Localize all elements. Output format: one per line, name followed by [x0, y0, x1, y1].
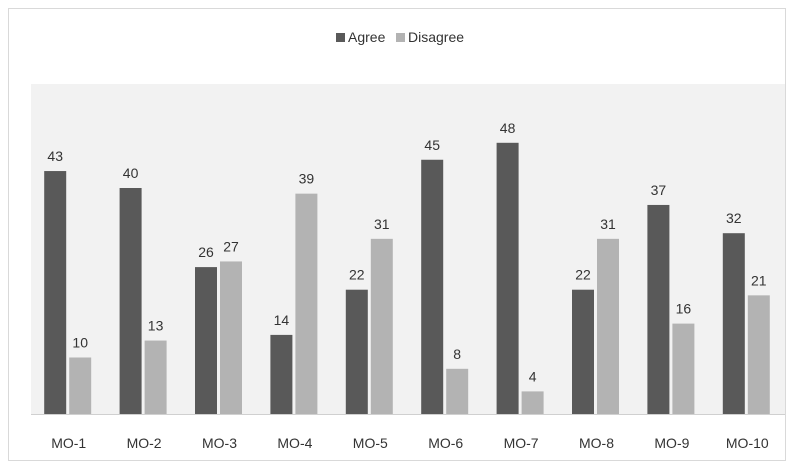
- category-label-mo-3: MO-3: [202, 435, 237, 451]
- bar-agree-mo-9: [647, 204, 670, 414]
- bar-disagree-mo-7: [521, 391, 544, 414]
- bar-disagree-mo-4: [295, 193, 318, 414]
- category-label-mo-9: MO-9: [654, 435, 689, 451]
- data-label-agree-mo-8: 22: [575, 267, 591, 283]
- legend-swatch-agree: [336, 33, 345, 42]
- data-label-disagree-mo-7: 4: [529, 368, 537, 384]
- bar-agree-mo-2: [119, 188, 142, 414]
- data-label-disagree-mo-2: 13: [148, 318, 164, 334]
- data-label-disagree-mo-5: 31: [374, 216, 390, 232]
- bar-disagree-mo-6: [446, 368, 469, 414]
- data-label-agree-mo-9: 37: [651, 182, 667, 198]
- data-label-agree-mo-4: 14: [274, 312, 290, 328]
- bar-agree-mo-5: [345, 289, 368, 414]
- data-label-agree-mo-1: 43: [47, 148, 63, 164]
- category-label-mo-6: MO-6: [428, 435, 463, 451]
- category-label-mo-8: MO-8: [579, 435, 614, 451]
- data-label-agree-mo-7: 48: [500, 120, 516, 136]
- bar-disagree-mo-1: [69, 357, 92, 414]
- data-label-disagree-mo-4: 39: [299, 171, 315, 187]
- data-label-disagree-mo-10: 21: [751, 272, 767, 288]
- category-label-mo-5: MO-5: [353, 435, 388, 451]
- bar-disagree-mo-3: [220, 261, 242, 414]
- data-label-disagree-mo-3: 27: [223, 238, 239, 254]
- data-label-disagree-mo-9: 16: [676, 301, 692, 317]
- bar-disagree-mo-9: [672, 323, 695, 414]
- category-label-mo-2: MO-2: [127, 435, 162, 451]
- bar-agree-mo-7: [496, 142, 519, 415]
- category-label-mo-10: MO-10: [726, 435, 769, 451]
- bar-agree-mo-10: [722, 233, 745, 414]
- data-label-agree-mo-3: 26: [198, 244, 214, 260]
- data-label-disagree-mo-1: 10: [72, 335, 88, 351]
- data-label-disagree-mo-8: 31: [600, 216, 616, 232]
- bar-disagree-mo-10: [747, 295, 770, 414]
- data-label-agree-mo-5: 22: [349, 267, 365, 283]
- bar-disagree-mo-2: [144, 340, 167, 414]
- bar-agree-mo-3: [195, 267, 217, 414]
- legend-swatch-disagree: [396, 33, 405, 42]
- bar-agree-mo-8: [572, 289, 594, 414]
- plot-area: [31, 84, 785, 414]
- category-label-mo-7: MO-7: [504, 435, 539, 451]
- legend-label-disagree: Disagree: [408, 29, 464, 45]
- bar-agree-mo-1: [44, 171, 67, 414]
- bar-disagree-mo-8: [597, 238, 619, 414]
- data-label-agree-mo-6: 45: [424, 137, 440, 153]
- bar-disagree-mo-5: [370, 238, 393, 414]
- bar-agree-mo-4: [270, 334, 293, 414]
- bar-agree-mo-6: [421, 159, 444, 414]
- category-label-mo-1: MO-1: [51, 435, 86, 451]
- category-label-mo-4: MO-4: [277, 435, 312, 451]
- data-label-agree-mo-2: 40: [123, 165, 139, 181]
- data-label-disagree-mo-6: 8: [453, 346, 461, 362]
- data-label-agree-mo-10: 32: [726, 210, 742, 226]
- legend-label-agree: Agree: [348, 29, 386, 45]
